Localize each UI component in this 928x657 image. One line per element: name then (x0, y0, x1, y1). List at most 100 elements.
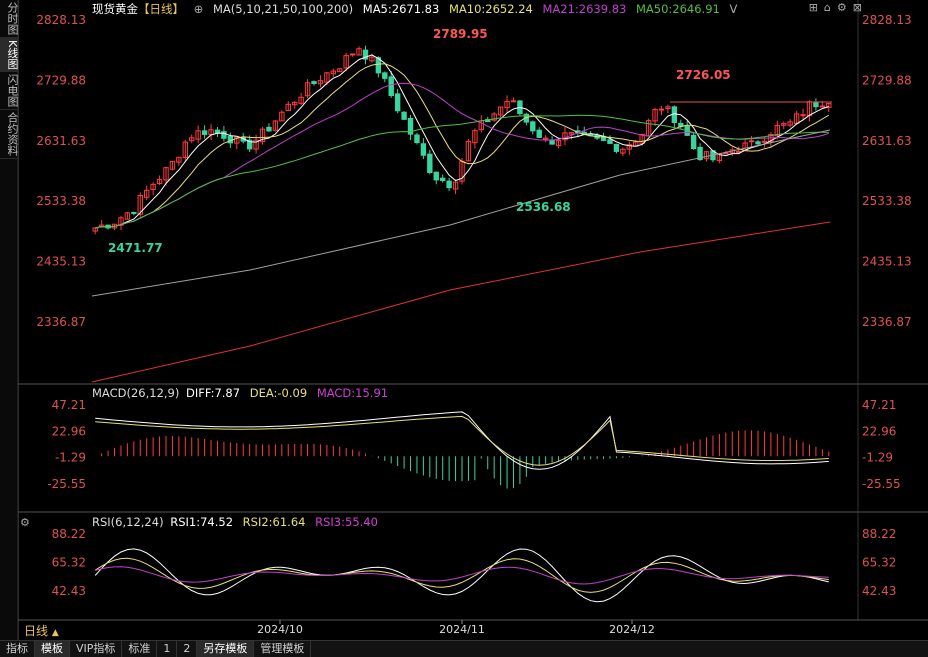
macd-group (101, 430, 830, 489)
candle-body (620, 148, 626, 154)
rsi-2: RSI2:61.64 (242, 515, 306, 529)
candle-body (118, 217, 124, 226)
candle-body (787, 121, 793, 126)
price-axis-label-left: 2828.13 (36, 13, 86, 27)
candle-body (401, 111, 407, 120)
chart-toolbar: ⊞⌂⚙⊠ (809, 1, 868, 14)
ma-params[interactable]: MA(5,10,21,50,100,200) (212, 2, 354, 16)
sidebar-item-intraday[interactable]: 分时图 (0, 0, 19, 38)
candle-body (497, 106, 504, 116)
rsi-axis-label-right: 42.43 (862, 584, 896, 598)
candle-body (362, 49, 369, 60)
macd-dea: DEA:-0.09 (249, 386, 308, 400)
candle-body (311, 81, 317, 85)
period-tag: 【日线】 (138, 2, 184, 16)
more-toggle[interactable]: V (729, 2, 738, 16)
price-axis-label-left: 2336.87 (36, 315, 86, 329)
candle-body (530, 121, 536, 132)
candle-body (800, 114, 806, 117)
sidebar-item-flash[interactable]: 闪电图 (0, 72, 19, 111)
fullscreen-icon[interactable]: ⊞ (808, 1, 824, 14)
candle-body (427, 153, 433, 174)
candle-body (452, 181, 459, 190)
macd-name[interactable]: MACD(26,12,9) (92, 386, 180, 400)
candle-body (826, 102, 832, 108)
rsi-settings-icon[interactable]: ⚙ (20, 516, 30, 529)
candle-body (246, 139, 253, 150)
candle-body (143, 189, 150, 198)
candle-body (369, 56, 375, 62)
candle-body (337, 68, 343, 73)
left-sidebar: 分时图 K线图 闪电图 合约资料 (0, 0, 19, 640)
candle-body (555, 139, 562, 147)
candle-body (504, 100, 510, 109)
macd-dea-line (95, 415, 829, 466)
ma50-value: MA50:2646.91 (636, 2, 720, 16)
candle-body (446, 180, 452, 189)
tab-standard[interactable]: 标准 (122, 641, 158, 657)
candle-body (639, 133, 645, 144)
tab-save-template[interactable]: 另存模板 (197, 641, 255, 657)
add-indicator-icon[interactable]: ⊕ (193, 2, 204, 16)
candle-body (382, 72, 388, 79)
candle-body (182, 141, 189, 159)
macd-legend: MACD(26,12,9) DIFF:7.87 DEA:-0.09 MACD:1… (92, 386, 394, 400)
candle-body (690, 134, 697, 150)
ma100-line (91, 129, 831, 297)
rsi-axis-label-left: 65.32 (52, 556, 86, 570)
candle-body (813, 102, 819, 108)
rsi-3: RSI3:55.40 (315, 515, 378, 529)
candle-body (221, 131, 227, 139)
candle-body (613, 143, 620, 152)
macd-diff: DIFF:7.87 (186, 386, 241, 400)
candle-body (356, 48, 362, 56)
candle-body (214, 129, 221, 134)
symbol-name: 现货黄金 (92, 2, 138, 16)
tab-2[interactable]: 2 (177, 641, 198, 657)
settings-icon[interactable]: ⚙ (836, 1, 853, 14)
rsi-legend: RSI(6,12,24) RSI1:74.52 RSI2:61.64 RSI3:… (92, 515, 384, 529)
candle-body (568, 132, 575, 135)
price-axis-label-right: 2336.87 (862, 315, 912, 329)
rsi3-line (95, 566, 829, 585)
close-icon[interactable]: ⊠ (852, 1, 868, 14)
candle-body (658, 108, 665, 111)
rsi2-line (94, 557, 829, 593)
home-icon[interactable]: ⌂ (823, 1, 837, 14)
candle-body (324, 72, 330, 83)
period-selector[interactable]: 日线 ▲ (18, 622, 65, 640)
price-axis-label-right: 2729.88 (862, 73, 912, 87)
candle-body (761, 140, 768, 143)
candle-body (169, 160, 176, 170)
price-axis-label-right: 2631.63 (862, 134, 912, 148)
candles-group (92, 45, 832, 235)
candle-body (626, 144, 633, 150)
sidebar-item-kline[interactable]: K线图 (0, 38, 19, 73)
price-axis-label-right: 2533.38 (862, 194, 912, 208)
candle-body (755, 141, 761, 145)
candle-body (388, 76, 394, 97)
candle-body (150, 183, 156, 190)
tab-vip-indicators[interactable]: VIP指标 (70, 641, 123, 657)
price-axis-label-left: 2631.63 (36, 134, 86, 148)
candle-body (279, 111, 285, 122)
price-axis-label-right: 2828.13 (862, 13, 912, 27)
candle-body (330, 70, 337, 75)
price-annotation-low1: 2471.77 (108, 241, 163, 255)
candle-body (665, 106, 671, 109)
macd-axis-label-right: 22.96 (862, 424, 896, 438)
sidebar-item-contract-info[interactable]: 合约资料 (0, 110, 19, 160)
macd-axis-label-right: -25.55 (862, 477, 901, 491)
candle-body (819, 105, 826, 108)
tab-1[interactable]: 1 (157, 641, 178, 657)
candle-body (291, 101, 298, 106)
candle-body (542, 137, 549, 140)
kline-chart[interactable]: 2828.13 2828.13 2729.88 2729.88 2631.63 2631.… (0, 0, 928, 640)
candle-body (234, 136, 240, 144)
tab-manage-template[interactable]: 管理模板 (254, 641, 312, 657)
candle-body (781, 123, 787, 126)
macd-diff-line (95, 411, 829, 470)
tab-templates[interactable]: 模板 (35, 641, 70, 657)
tab-indicators[interactable]: 指标 (0, 641, 35, 657)
rsi-name[interactable]: RSI(6,12,24) (92, 515, 164, 529)
